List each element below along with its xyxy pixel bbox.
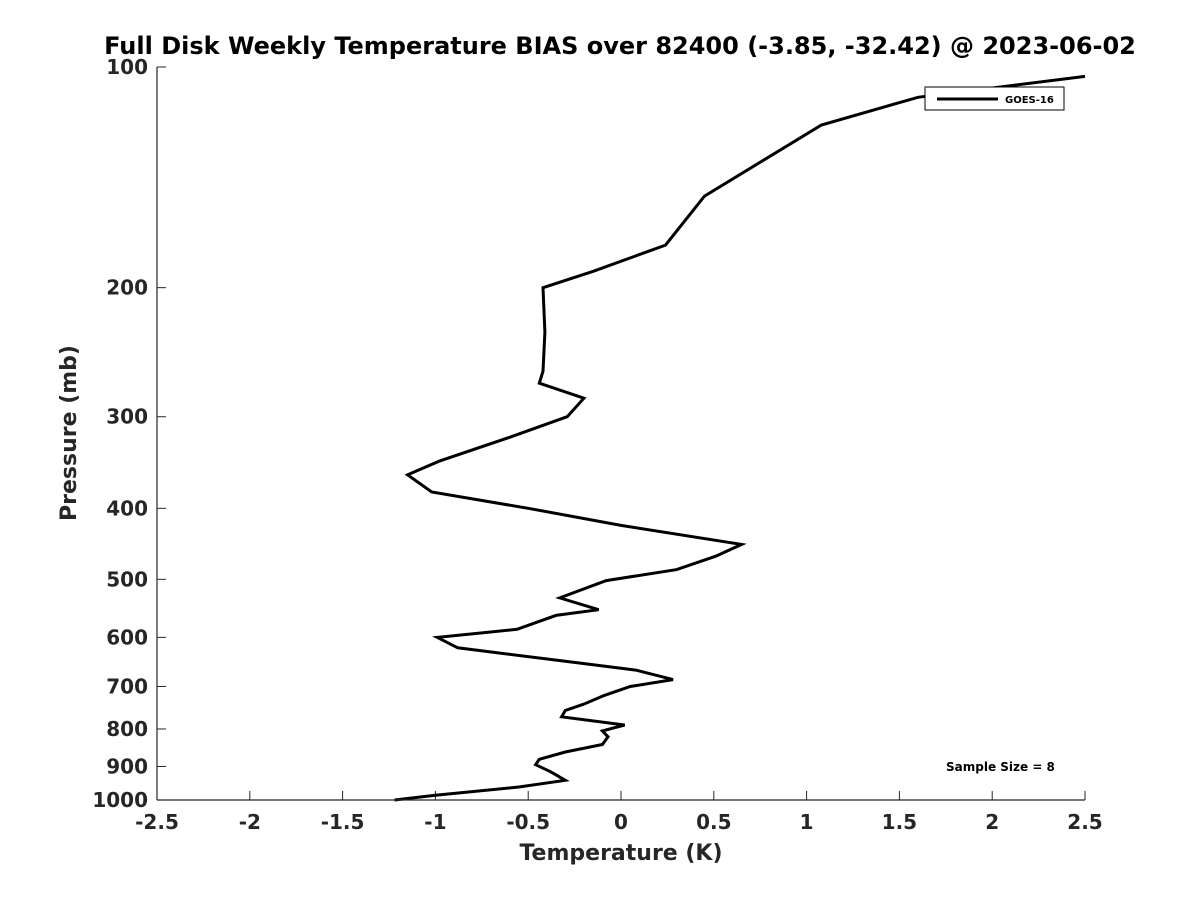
x-tick-label: 1 — [800, 810, 814, 834]
y-axis-label: Pressure (mb) — [57, 345, 82, 521]
plot-area — [157, 67, 1085, 800]
x-tick-label: 0.5 — [696, 810, 731, 834]
y-tick-label: 100 — [106, 55, 148, 79]
y-tick-label: 400 — [106, 496, 148, 520]
x-tick-label: 2.5 — [1067, 810, 1102, 834]
sample-size-annotation: Sample Size = 8 — [946, 760, 1055, 774]
y-tick-label: 1000 — [92, 788, 148, 812]
series-line-goes-16 — [394, 74, 1086, 802]
y-tick-label: 300 — [106, 405, 148, 429]
chart-title: Full Disk Weekly Temperature BIAS over 8… — [104, 32, 1136, 60]
y-tick-label: 600 — [106, 625, 148, 649]
ticks-layer: -2.5 -2 -1.5 -1 -0.5 0 0.5 1 1.5 2 2.5 100 200 300 400… — [92, 55, 1102, 834]
y-tick-label: 800 — [106, 717, 148, 741]
legend: GOES-16 — [924, 86, 1065, 111]
x-tick-label: 0 — [614, 810, 628, 834]
y-tick-label: 200 — [106, 276, 148, 300]
x-tick-label: 1.5 — [882, 810, 917, 834]
y-tick-label: 900 — [106, 754, 148, 778]
x-tick-label: 2 — [985, 810, 999, 834]
y-tick-label: 700 — [106, 674, 148, 698]
x-tick-label: -2.5 — [135, 810, 179, 834]
x-tick-label: -1 — [424, 810, 446, 834]
x-tick-label: -1.5 — [321, 810, 365, 834]
x-tick-label: -0.5 — [506, 810, 550, 834]
y-tick-label: 500 — [106, 567, 148, 591]
x-tick-label: -2 — [239, 810, 261, 834]
legend-label-goes-16: GOES-16 — [1005, 95, 1054, 106]
series-layer — [394, 74, 1086, 802]
x-axis-label: Temperature (K) — [519, 841, 722, 866]
